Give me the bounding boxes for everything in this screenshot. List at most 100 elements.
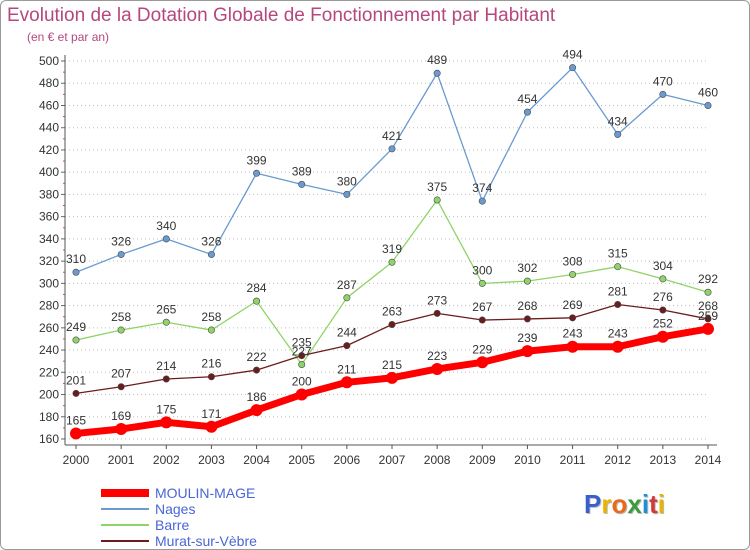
data-point xyxy=(569,314,577,322)
legend-label: Nages xyxy=(155,501,196,517)
data-label: 489 xyxy=(427,53,447,67)
x-tick-label: 2011 xyxy=(560,453,586,467)
y-tick-label: 260 xyxy=(39,321,59,335)
legend-swatch xyxy=(101,524,149,526)
data-label: 201 xyxy=(66,373,86,387)
logo-letter: r xyxy=(601,489,612,519)
data-point xyxy=(478,279,486,287)
data-label: 171 xyxy=(201,407,221,421)
x-tick-label: 2007 xyxy=(379,453,406,467)
data-label: 259 xyxy=(698,309,718,323)
data-label: 380 xyxy=(337,174,357,188)
data-label: 227 xyxy=(292,345,312,359)
chart-subtitle: (en € et par an) xyxy=(27,30,110,44)
data-point xyxy=(431,362,444,375)
data-label: 223 xyxy=(427,349,447,363)
data-label: 375 xyxy=(427,180,447,194)
data-label: 374 xyxy=(472,181,492,195)
y-tick-label: 500 xyxy=(39,54,59,68)
data-point xyxy=(476,356,489,369)
x-tick-label: 2005 xyxy=(288,453,315,467)
data-label: 267 xyxy=(472,300,492,314)
data-label: 276 xyxy=(653,290,673,304)
data-label: 200 xyxy=(292,375,312,389)
data-point xyxy=(205,420,218,433)
data-point xyxy=(614,300,622,308)
data-point xyxy=(117,326,125,334)
y-tick-label: 200 xyxy=(39,388,59,402)
legend-swatch xyxy=(101,489,149,497)
data-point xyxy=(388,258,396,266)
data-point xyxy=(298,352,306,360)
y-tick-label: 360 xyxy=(39,210,59,224)
data-point xyxy=(72,336,80,344)
data-point xyxy=(702,322,714,335)
data-point xyxy=(523,315,531,323)
data-point xyxy=(433,309,441,317)
x-tick-label: 2000 xyxy=(63,453,90,467)
data-point xyxy=(207,326,215,334)
data-point xyxy=(523,108,531,116)
y-tick-label: 220 xyxy=(39,365,59,379)
data-label: 169 xyxy=(111,409,131,423)
legend-label: Barre xyxy=(155,517,190,533)
data-point xyxy=(478,197,486,205)
data-point xyxy=(569,64,577,72)
legend-label: MOULIN-MAGE xyxy=(155,485,256,501)
data-label: 216 xyxy=(201,357,221,371)
data-label: 273 xyxy=(427,293,447,307)
legend-label: Murat-sur-Vèbre xyxy=(155,533,257,549)
data-label: 165 xyxy=(66,413,86,427)
data-label: 300 xyxy=(472,263,492,277)
data-label: 287 xyxy=(337,278,357,292)
logo-letter: P xyxy=(584,489,602,519)
data-point xyxy=(659,275,667,283)
data-label: 214 xyxy=(156,359,176,373)
data-label: 211 xyxy=(337,362,356,376)
data-label: 263 xyxy=(382,304,402,318)
data-label: 258 xyxy=(111,310,131,324)
data-label: 460 xyxy=(698,85,718,99)
y-tick-label: 320 xyxy=(39,254,59,268)
y-tick-label: 420 xyxy=(39,143,59,157)
data-point xyxy=(478,316,486,324)
x-tick-label: 2006 xyxy=(334,453,361,467)
data-label: 235 xyxy=(292,336,312,350)
data-label: 292 xyxy=(698,272,718,286)
data-label: 243 xyxy=(563,327,583,341)
x-tick-label: 2010 xyxy=(514,453,541,467)
y-tick-label: 280 xyxy=(39,299,59,313)
data-point xyxy=(250,404,263,417)
data-point xyxy=(70,427,82,440)
data-point xyxy=(115,422,128,435)
logo-letter: i xyxy=(641,489,650,519)
x-tick-label: 2014 xyxy=(695,453,722,467)
y-tick-label: 460 xyxy=(39,98,59,112)
legend-swatch xyxy=(101,508,149,510)
data-label: 222 xyxy=(247,350,267,364)
data-point xyxy=(386,371,398,384)
logo-letter: x xyxy=(627,489,642,519)
data-point xyxy=(298,361,306,369)
data-point xyxy=(433,69,441,77)
data-label: 268 xyxy=(517,299,537,313)
y-tick-label: 400 xyxy=(39,165,59,179)
y-tick-label: 300 xyxy=(39,276,59,290)
x-tick-label: 2012 xyxy=(604,453,631,467)
data-label: 252 xyxy=(653,317,673,331)
data-label: 281 xyxy=(608,284,628,298)
data-label: 399 xyxy=(247,153,267,167)
data-label: 243 xyxy=(608,327,628,341)
data-point xyxy=(117,383,125,391)
data-point xyxy=(117,250,125,258)
data-label: 389 xyxy=(292,164,312,178)
data-point xyxy=(207,250,215,258)
data-label: 319 xyxy=(382,242,402,256)
data-point xyxy=(569,270,577,278)
data-label: 340 xyxy=(156,219,176,233)
data-point xyxy=(160,416,173,429)
data-label: 284 xyxy=(247,281,267,295)
data-point xyxy=(343,190,351,198)
data-point xyxy=(162,375,170,383)
